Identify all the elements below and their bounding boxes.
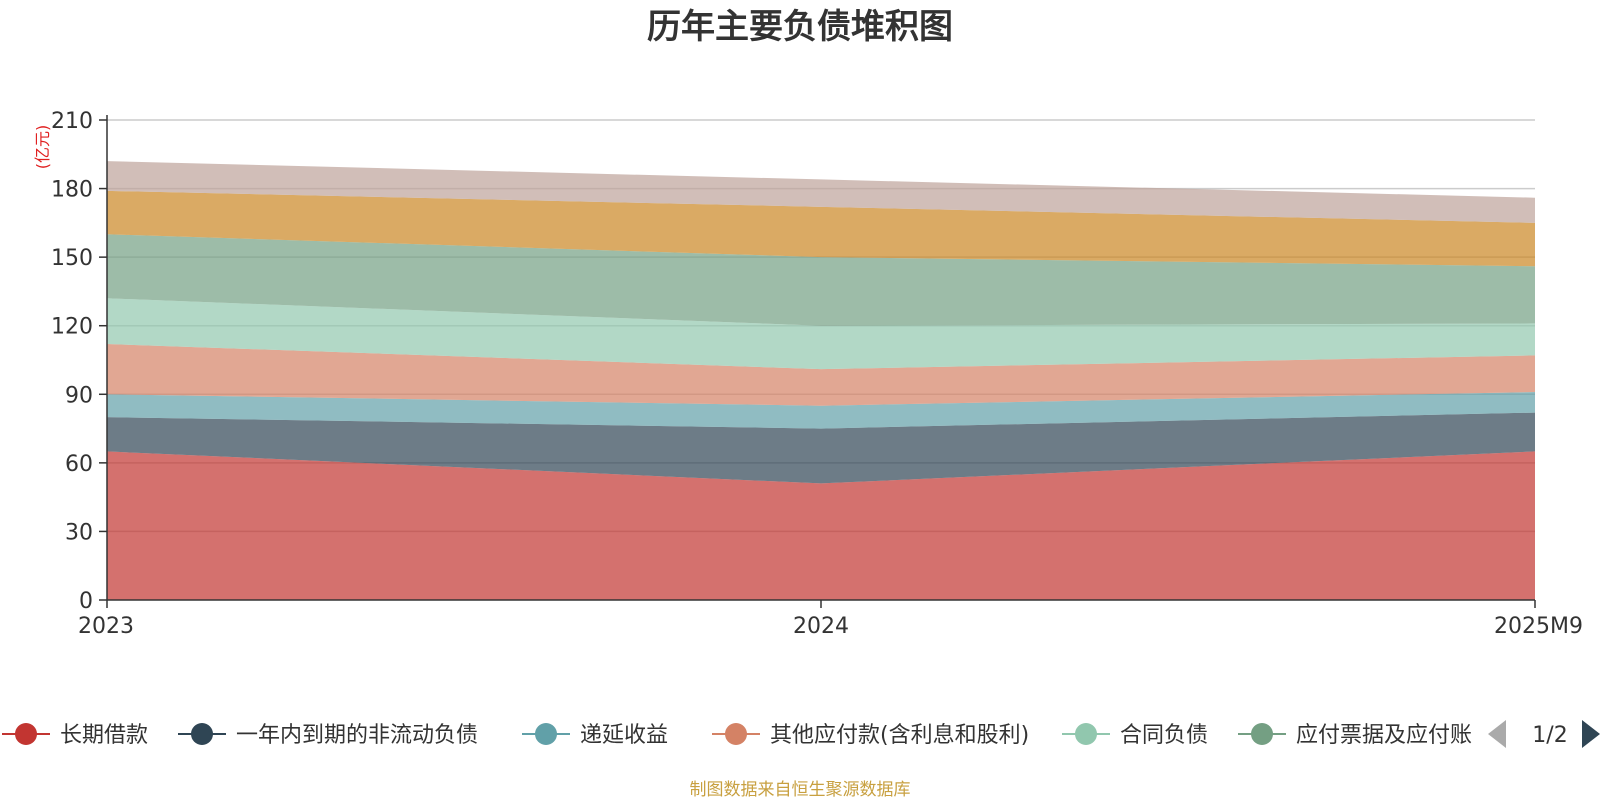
axes: 0 30 60 90 120 150 180 210 2023 2024 2025M9: [51, 109, 1583, 639]
legend-next-page-icon[interactable]: [1582, 720, 1600, 748]
y-tick-label: 60: [65, 452, 93, 477]
legend-label: 其他应付款(含利息和股利): [770, 723, 1029, 748]
y-tick-label: 0: [79, 589, 93, 614]
legend-marker-icon: [1075, 723, 1097, 745]
y-tick-label: 90: [65, 383, 93, 408]
legend-label: 递延收益: [580, 723, 668, 748]
area-1: [107, 451, 1535, 600]
legend-label: 合同负债: [1120, 723, 1208, 748]
y-tick-label: 150: [51, 246, 93, 271]
legend-marker-icon: [191, 723, 213, 745]
area-3: [107, 392, 1535, 429]
x-tick-label: 2024: [793, 614, 849, 639]
legend-item[interactable]: 其他应付款(含利息和股利): [712, 723, 1029, 748]
legend-label: 一年内到期的非流动负债: [236, 723, 478, 748]
legend-item[interactable]: 应付票据及应付账款: [1238, 723, 1494, 748]
legend-item[interactable]: 长期借款: [2, 723, 148, 748]
legend-page-indicator: 1/2: [1532, 723, 1567, 748]
area-7: [107, 190, 1535, 267]
data-source-note: 制图数据来自恒生聚源数据库: [690, 780, 911, 800]
area-series: [107, 161, 1535, 600]
legend-marker-icon: [15, 723, 37, 745]
area-5: [107, 298, 1535, 370]
legend-item[interactable]: 递延收益: [522, 723, 668, 748]
y-tick-label: 120: [51, 315, 93, 340]
y-tick-label: 210: [51, 109, 93, 134]
chart-title: 历年主要负债堆积图: [647, 7, 953, 47]
legend-item[interactable]: 一年内到期的非流动负债: [178, 723, 478, 748]
area-6: [107, 234, 1535, 326]
area-2: [107, 412, 1535, 484]
y-tick-label: 180: [51, 178, 93, 203]
y-axis-unit-label: (亿元): [33, 125, 52, 170]
legend-item[interactable]: 合同负债: [1062, 723, 1208, 748]
legend-marker-icon: [1251, 723, 1273, 745]
legend-label: 应付票据及应付账款: [1296, 723, 1494, 748]
area-8: [107, 161, 1535, 223]
legend-label: 长期借款: [60, 723, 148, 748]
area-4: [107, 344, 1535, 406]
legend-marker-icon: [725, 723, 747, 745]
legend-prev-page-icon[interactable]: [1488, 720, 1506, 748]
y-tick-label: 30: [65, 520, 93, 545]
x-tick-label: 2023: [78, 614, 134, 639]
x-tick-label: 2025M9: [1494, 614, 1583, 639]
legend: 长期借款 一年内到期的非流动负债 递延收益 其他应付款(含利息和股利) 合同负债 应付票据…: [2, 720, 1600, 748]
legend-marker-icon: [535, 723, 557, 745]
